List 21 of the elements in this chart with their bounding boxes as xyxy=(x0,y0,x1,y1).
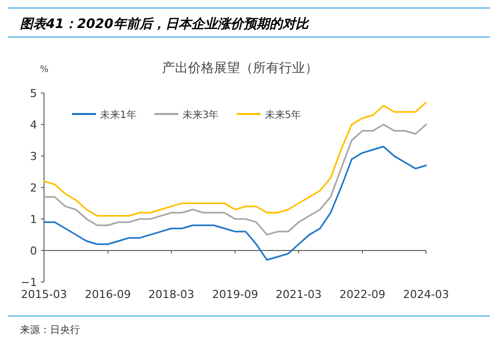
y-tick-label: 5 xyxy=(30,87,37,100)
x-tick-label: 2016-09 xyxy=(84,288,131,301)
y-axis-title: % xyxy=(40,65,49,75)
y-tick-label: 4 xyxy=(30,118,37,132)
x-tick-label: 2024-03 xyxy=(403,288,449,301)
x-tick-label: 2019-09 xyxy=(212,288,258,301)
x-tick-label: 2015-03 xyxy=(21,288,67,301)
x-tick-label: 2021-03 xyxy=(276,288,322,301)
y-tick-label: 0 xyxy=(30,244,37,258)
legend-label: 未来1年 xyxy=(100,109,136,121)
legend-label: 未来3年 xyxy=(182,109,219,121)
y-tick-label: 2 xyxy=(30,182,37,194)
source-note: 来源：日央行 xyxy=(20,324,80,336)
x-tick-label: 2018-03 xyxy=(148,288,194,301)
chart-title: 图表41：2020年前后，日本企业涨价预期的对比 xyxy=(20,16,310,32)
y-tick-label: 1 xyxy=(30,213,37,226)
chart-subtitle: 产出价格展望（所有行业） xyxy=(162,61,318,76)
x-tick-label: 2022-09 xyxy=(339,288,386,301)
y-tick-label: 3 xyxy=(30,150,37,163)
legend-label: 未来5年 xyxy=(264,109,302,121)
y-tick-label: −1 xyxy=(20,276,37,289)
